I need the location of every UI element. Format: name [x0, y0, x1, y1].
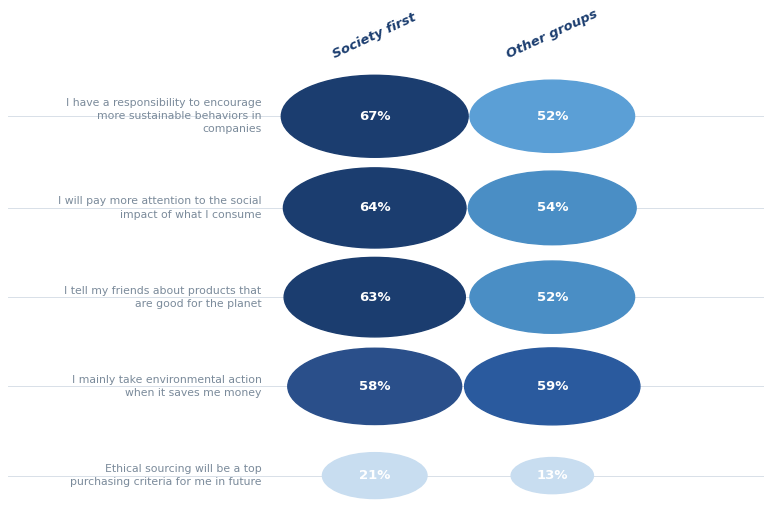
Text: 52%: 52%: [537, 290, 568, 304]
Text: I will pay more attention to the social
impact of what I consume: I will pay more attention to the social …: [58, 196, 261, 220]
Text: 63%: 63%: [359, 290, 391, 304]
Text: 64%: 64%: [359, 201, 391, 214]
Ellipse shape: [288, 348, 462, 425]
Ellipse shape: [323, 452, 427, 498]
Text: Other groups: Other groups: [505, 7, 600, 61]
Ellipse shape: [511, 458, 594, 494]
Text: Ethical sourcing will be a top
purchasing criteria for me in future: Ethical sourcing will be a top purchasin…: [70, 464, 261, 487]
Ellipse shape: [468, 171, 636, 244]
Ellipse shape: [284, 257, 465, 337]
Text: Society first: Society first: [331, 11, 419, 61]
Text: 21%: 21%: [359, 469, 390, 482]
Ellipse shape: [281, 76, 468, 157]
Text: 13%: 13%: [537, 469, 568, 482]
Text: I tell my friends about products that
are good for the planet: I tell my friends about products that ar…: [65, 286, 261, 309]
Text: 59%: 59%: [537, 380, 568, 393]
Text: 54%: 54%: [537, 201, 568, 214]
Ellipse shape: [283, 168, 466, 248]
Text: 67%: 67%: [359, 110, 390, 123]
Ellipse shape: [470, 261, 634, 333]
Ellipse shape: [470, 80, 634, 153]
Text: 52%: 52%: [537, 110, 568, 123]
Text: 58%: 58%: [359, 380, 390, 393]
Ellipse shape: [465, 348, 640, 425]
Text: I have a responsibility to encourage
more sustainable behaviors in
companies: I have a responsibility to encourage mor…: [66, 98, 261, 135]
Text: I mainly take environmental action
when it saves me money: I mainly take environmental action when …: [71, 375, 261, 398]
